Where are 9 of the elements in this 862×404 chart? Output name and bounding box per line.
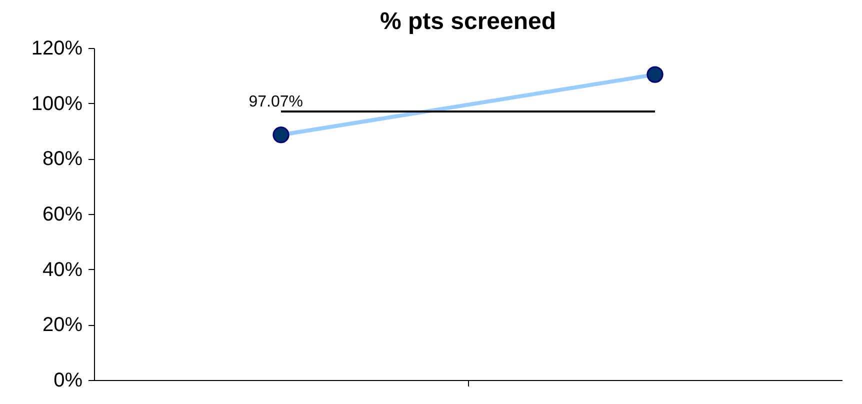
y-tick-label: 0%	[54, 370, 83, 392]
y-tick-label: 120%	[31, 38, 83, 60]
chart-title: % pts screened	[380, 8, 556, 35]
y-tick-label: 20%	[42, 314, 83, 336]
y-tick-label: 60%	[42, 204, 83, 226]
ref-line-label: 97.07%	[248, 93, 303, 110]
y-tick-label: 80%	[42, 148, 83, 170]
y-tick-label: 40%	[42, 258, 83, 281]
y-tick-label: 100%	[31, 92, 83, 115]
